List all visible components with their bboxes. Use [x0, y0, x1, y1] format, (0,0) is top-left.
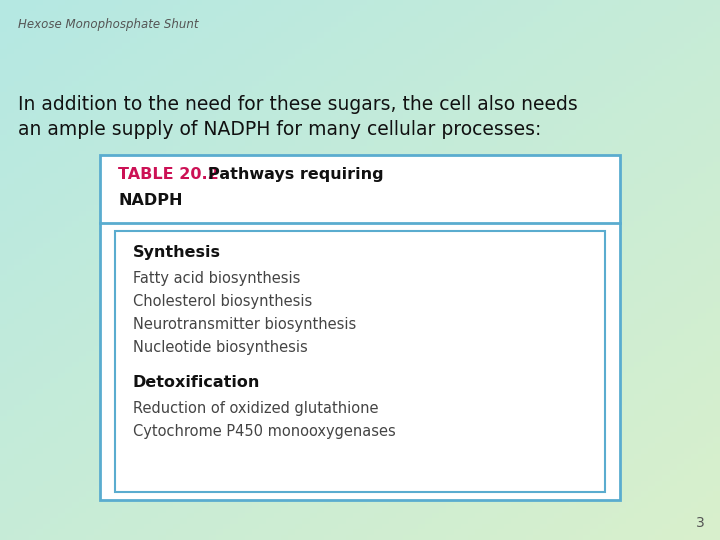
Text: Hexose Monophosphate Shunt: Hexose Monophosphate Shunt — [18, 18, 199, 31]
Text: Pathways requiring: Pathways requiring — [208, 167, 384, 182]
Text: Neurotransmitter biosynthesis: Neurotransmitter biosynthesis — [133, 317, 356, 332]
Text: In addition to the need for these sugars, the cell also needs: In addition to the need for these sugars… — [18, 95, 577, 114]
Text: TABLE 20.2: TABLE 20.2 — [118, 167, 219, 182]
FancyBboxPatch shape — [115, 231, 605, 492]
Text: Fatty acid biosynthesis: Fatty acid biosynthesis — [133, 271, 300, 286]
Text: Detoxification: Detoxification — [133, 375, 261, 390]
Text: 3: 3 — [696, 516, 705, 530]
Text: NADPH: NADPH — [118, 193, 182, 208]
Text: Cytochrome P450 monooxygenases: Cytochrome P450 monooxygenases — [133, 424, 396, 439]
Text: Nucleotide biosynthesis: Nucleotide biosynthesis — [133, 340, 307, 355]
Text: Cholesterol biosynthesis: Cholesterol biosynthesis — [133, 294, 312, 309]
Text: Synthesis: Synthesis — [133, 245, 221, 260]
FancyBboxPatch shape — [100, 155, 620, 500]
Text: an ample supply of NADPH for many cellular processes:: an ample supply of NADPH for many cellul… — [18, 120, 541, 139]
Text: Reduction of oxidized glutathione: Reduction of oxidized glutathione — [133, 401, 379, 416]
